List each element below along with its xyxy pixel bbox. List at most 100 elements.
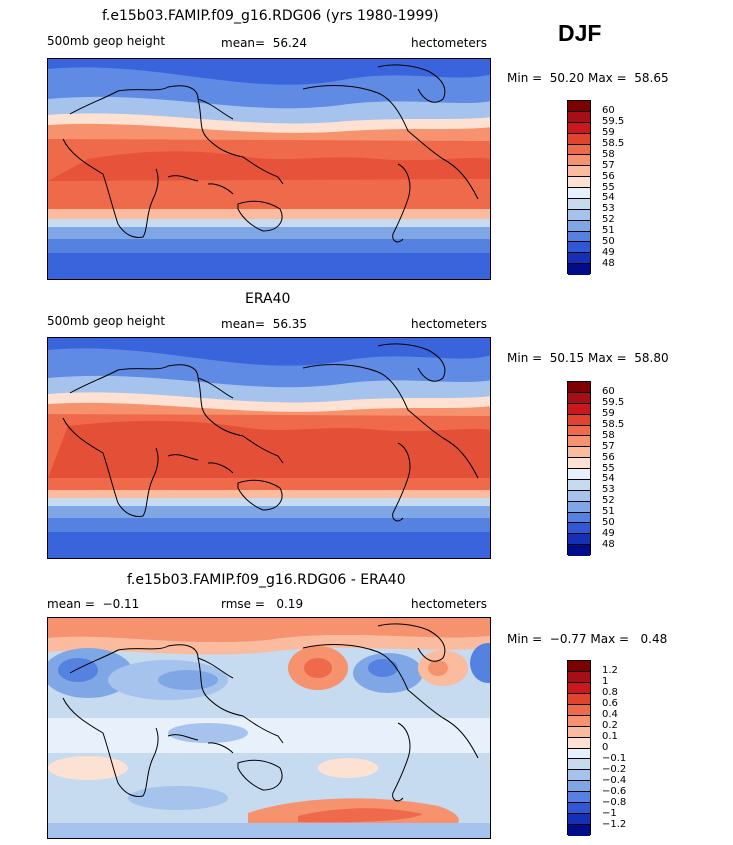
panel-1-map bbox=[47, 58, 491, 280]
colorbar-tick-label: 60 bbox=[602, 105, 615, 117]
panel-1-units-label: hectometers bbox=[411, 36, 487, 50]
colorbar-swatch bbox=[568, 133, 590, 145]
colorbar-swatch bbox=[568, 737, 590, 749]
panel-3-minmax-label: Min = −0.77 Max = 0.48 bbox=[507, 632, 668, 646]
colorbar-tick-label: 52 bbox=[602, 495, 615, 507]
colorbar-tick-label: 59 bbox=[602, 408, 615, 420]
colorbar-tick-label: 58.5 bbox=[602, 138, 625, 150]
colorbar-swatch bbox=[568, 726, 590, 738]
colorbar-swatch bbox=[568, 704, 590, 716]
colorbar-tick-label: 59 bbox=[602, 127, 615, 139]
panel-2-mean-label: mean= 56.35 bbox=[221, 317, 308, 331]
colorbar-swatch bbox=[568, 479, 590, 491]
panel-2-colorbar bbox=[567, 381, 591, 556]
colorbar-swatch bbox=[568, 545, 590, 556]
colorbar-swatch bbox=[568, 414, 590, 426]
panel-1-colorbar bbox=[567, 100, 591, 275]
colorbar-swatch bbox=[568, 403, 590, 415]
colorbar-tick-label: 53 bbox=[602, 203, 615, 215]
colorbar-swatch bbox=[568, 523, 590, 535]
colorbar-swatch bbox=[568, 231, 590, 243]
colorbar-tick-label: 59.5 bbox=[602, 397, 625, 409]
colorbar-swatch bbox=[568, 198, 590, 210]
colorbar-tick-label: 0.2 bbox=[602, 720, 618, 732]
panel-1-minmax-label: Min = 50.20 Max = 58.65 bbox=[507, 71, 669, 85]
season-label: DJF bbox=[558, 20, 602, 46]
colorbar-swatch bbox=[568, 759, 590, 771]
colorbar-tick-label: 54 bbox=[602, 192, 615, 204]
colorbar-tick-label: 50 bbox=[602, 235, 615, 247]
colorbar-swatch bbox=[568, 682, 590, 694]
colorbar-swatch bbox=[568, 122, 590, 134]
colorbar-tick-label: 0.6 bbox=[602, 698, 618, 710]
colorbar-tick-label: 52 bbox=[602, 214, 615, 226]
colorbar-tick-label: 51 bbox=[602, 225, 615, 237]
colorbar-swatch bbox=[568, 209, 590, 221]
colorbar-swatch bbox=[568, 392, 590, 404]
colorbar-tick-label: 53 bbox=[602, 484, 615, 496]
colorbar-swatch bbox=[568, 253, 590, 265]
colorbar-swatch bbox=[568, 166, 590, 178]
panel-1-variable-label: 500mb geop height bbox=[47, 34, 166, 48]
colorbar-tick-label: 0.4 bbox=[602, 709, 618, 721]
panel-2-variable-label: 500mb geop height bbox=[47, 314, 166, 328]
panel-3-title: f.e15b03.FAMIP.f09_g16.RDG06 - ERA40 bbox=[127, 572, 406, 588]
colorbar-swatch bbox=[568, 803, 590, 815]
colorbar-swatch bbox=[568, 458, 590, 469]
panel-3-map bbox=[47, 617, 491, 839]
colorbar-swatch bbox=[568, 188, 590, 199]
panel-2-map bbox=[47, 337, 491, 559]
colorbar-tick-label: 49 bbox=[602, 527, 615, 539]
colorbar-swatch bbox=[568, 671, 590, 683]
colorbar-swatch bbox=[568, 825, 590, 836]
colorbar-swatch bbox=[568, 425, 590, 437]
colorbar-swatch bbox=[568, 242, 590, 254]
colorbar-swatch bbox=[568, 693, 590, 705]
colorbar-swatch bbox=[568, 436, 590, 448]
colorbar-swatch bbox=[568, 469, 590, 480]
colorbar-swatch bbox=[568, 501, 590, 513]
colorbar-tick-label: 0.1 bbox=[602, 731, 618, 743]
colorbar-tick-label: −0.1 bbox=[602, 752, 627, 764]
panel-3-mean-label: mean = −0.11 bbox=[47, 597, 140, 611]
colorbar-swatch bbox=[568, 490, 590, 502]
colorbar-tick-label: 48 bbox=[602, 538, 615, 550]
colorbar-swatch bbox=[568, 144, 590, 156]
colorbar-swatch bbox=[568, 534, 590, 546]
colorbar-swatch bbox=[568, 661, 590, 672]
colorbar-tick-label: 1 bbox=[602, 676, 609, 688]
colorbar-tick-label: 55 bbox=[602, 181, 615, 193]
colorbar-tick-label: 57 bbox=[602, 159, 615, 171]
panel-3-colorbar bbox=[567, 660, 591, 836]
colorbar-swatch bbox=[568, 264, 590, 275]
colorbar-swatch bbox=[568, 770, 590, 782]
colorbar-tick-label: 55 bbox=[602, 462, 615, 474]
colorbar-swatch bbox=[568, 715, 590, 727]
colorbar-tick-label: 59.5 bbox=[602, 116, 625, 128]
colorbar-tick-label: −1.2 bbox=[602, 818, 627, 830]
colorbar-tick-label: 56 bbox=[602, 170, 615, 182]
colorbar-tick-label: 0.8 bbox=[602, 687, 618, 699]
colorbar-swatch bbox=[568, 781, 590, 793]
colorbar-swatch bbox=[568, 177, 590, 188]
colorbar-swatch bbox=[568, 792, 590, 804]
panel-1-mean-label: mean= 56.24 bbox=[221, 36, 308, 50]
colorbar-tick-label: −0.4 bbox=[602, 774, 627, 786]
colorbar-tick-label: 49 bbox=[602, 246, 615, 258]
colorbar-tick-label: 48 bbox=[602, 257, 615, 269]
colorbar-swatch bbox=[568, 748, 590, 760]
colorbar-tick-label: 58 bbox=[602, 148, 615, 160]
colorbar-tick-label: −1 bbox=[602, 807, 617, 819]
colorbar-swatch bbox=[568, 111, 590, 123]
colorbar-tick-label: 56 bbox=[602, 451, 615, 463]
colorbar-swatch bbox=[568, 101, 590, 112]
colorbar-swatch bbox=[568, 512, 590, 524]
colorbar-tick-label: 57 bbox=[602, 440, 615, 452]
colorbar-tick-label: 50 bbox=[602, 516, 615, 528]
colorbar-tick-label: 60 bbox=[602, 386, 615, 398]
colorbar-tick-label: −0.8 bbox=[602, 796, 627, 808]
colorbar-swatch bbox=[568, 220, 590, 232]
colorbar-tick-label: −0.6 bbox=[602, 785, 627, 797]
panel-2-minmax-label: Min = 50.15 Max = 58.80 bbox=[507, 351, 669, 365]
